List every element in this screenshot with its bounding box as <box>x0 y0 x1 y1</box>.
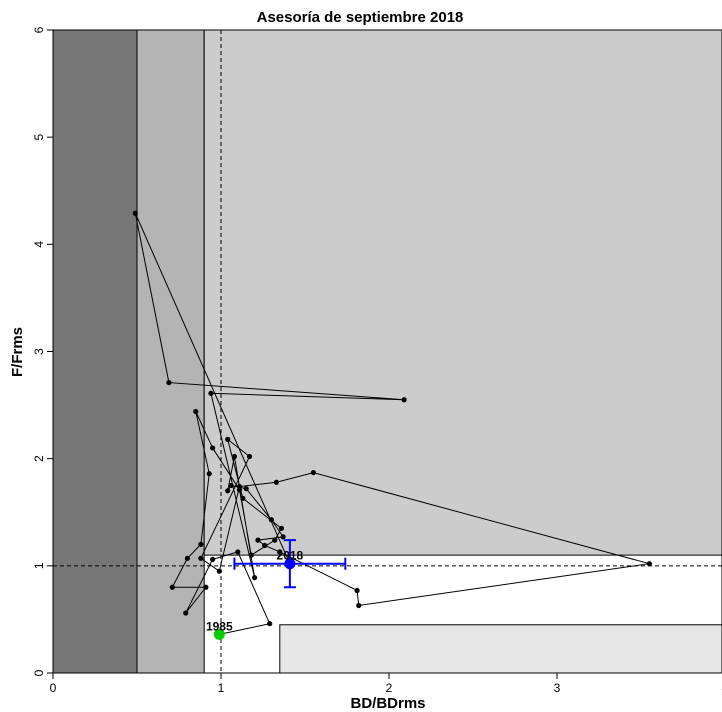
y-tick-label: 1 <box>32 562 46 569</box>
trajectory-point <box>235 549 241 555</box>
trajectory-point <box>246 453 253 460</box>
trajectory-point <box>252 575 258 581</box>
trajectory-point <box>267 621 273 627</box>
y-tick-label: 4 <box>32 241 46 248</box>
trajectory-point <box>166 379 172 386</box>
trajectory-point <box>273 479 280 485</box>
trajectory-point <box>401 397 407 403</box>
trajectory-point <box>248 552 254 558</box>
y-axis: 0 1 2 3 4 5 6 <box>32 26 53 676</box>
trajectory-point <box>310 469 316 476</box>
trajectory-point <box>210 556 216 563</box>
trajectory-points <box>132 210 653 638</box>
zone-mid <box>136 29 205 674</box>
trajectory-point <box>243 486 249 492</box>
year-markers: 1985 2018 <box>206 549 304 640</box>
trajectory-point <box>225 436 231 442</box>
y-tick-label: 0 <box>32 669 46 676</box>
stock-status-zones <box>52 29 722 674</box>
trajectory-point <box>278 525 285 531</box>
trajectory-point <box>210 445 216 451</box>
x-tick-label: 0 <box>50 681 57 695</box>
trajectory-point <box>240 495 246 501</box>
y-axis-label: F/Frms <box>9 327 26 377</box>
y-tick-label: 6 <box>32 26 46 33</box>
trajectory-point <box>132 210 138 216</box>
x-axis-label: BD/BDrms <box>350 695 425 712</box>
trajectory-point <box>203 584 209 590</box>
zone-dark <box>52 29 138 674</box>
trajectory-point <box>193 408 199 415</box>
trajectory-point <box>198 541 204 548</box>
trajectory-point <box>255 537 261 543</box>
trajectory-point <box>262 542 268 549</box>
end-year-marker <box>284 558 296 570</box>
y-tick-label: 5 <box>32 134 46 141</box>
chart-title: Asesoría de septiembre 2018 <box>257 9 464 26</box>
trajectory-point <box>198 555 204 561</box>
zone-green <box>279 624 722 674</box>
x-tick-label: 3 <box>554 681 561 695</box>
x-tick-label: 2 <box>386 681 393 695</box>
trajectory-point <box>183 610 189 616</box>
x-tick-label: 1 <box>218 681 225 695</box>
trajectory-point <box>208 390 214 396</box>
end-year-label: 2018 <box>277 549 304 563</box>
trajectory-point <box>225 488 231 494</box>
trajectory-point <box>231 453 238 460</box>
y-tick-label: 3 <box>32 348 46 355</box>
trajectory-point <box>356 602 362 609</box>
trajectory-point <box>354 587 360 594</box>
start-year-label: 1985 <box>206 619 233 633</box>
trajectory-point <box>272 537 278 543</box>
trajectory-point <box>236 483 243 490</box>
y-tick-label: 2 <box>32 455 46 462</box>
trajectory-point <box>646 561 653 567</box>
trajectory-point <box>169 584 175 590</box>
trajectory-point <box>184 555 190 561</box>
start-year-marker <box>213 628 225 640</box>
trajectory-point <box>228 482 234 489</box>
trajectory-point <box>268 517 274 523</box>
zone-light <box>203 29 722 556</box>
trajectory-point <box>216 568 222 574</box>
trajectory-point <box>277 549 283 555</box>
trajectory-point <box>280 534 286 540</box>
trajectory-point <box>206 471 212 477</box>
